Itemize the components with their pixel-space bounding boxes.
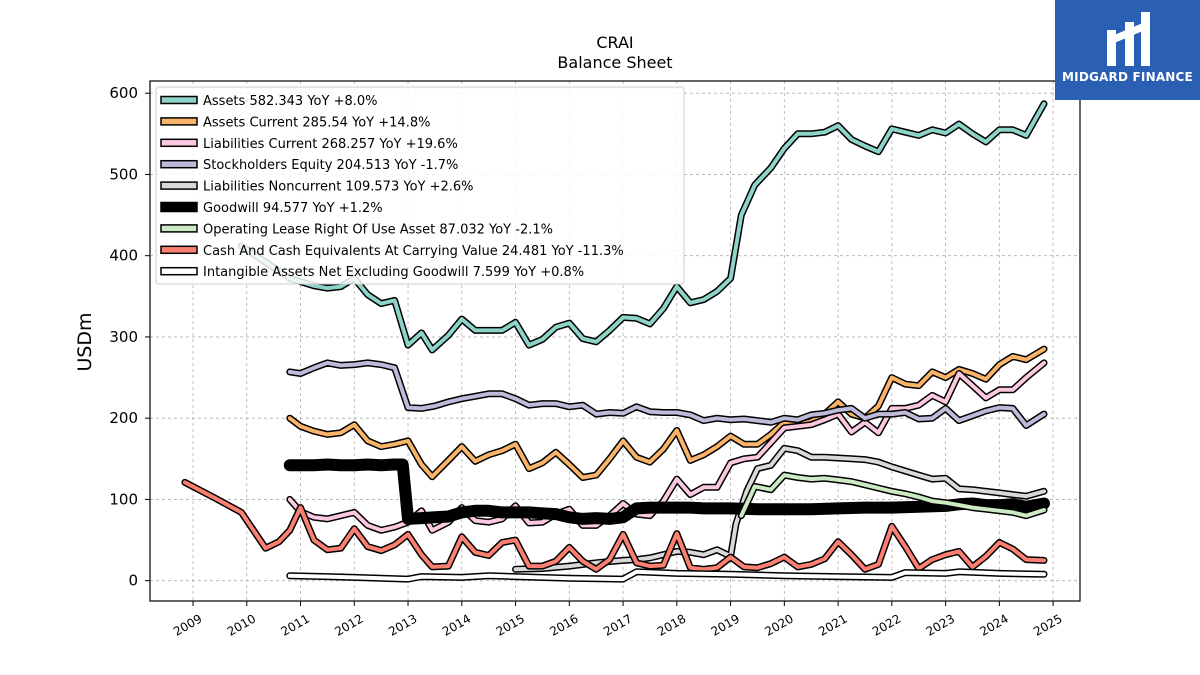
y-axis-ticks: 0 100 200 300 400 500 600 [109, 84, 150, 590]
x-tick-label: 2019 [709, 611, 742, 638]
series-line [287, 360, 1046, 428]
midgard-logo-icon [1107, 12, 1150, 66]
legend-entry: Assets 582.343 YoY +8.0% [203, 94, 378, 109]
plot-frame [149, 80, 1081, 602]
x-tick-label: 2021 [816, 611, 849, 638]
legend-swatch [160, 138, 198, 148]
series-line [287, 347, 1046, 480]
legend-swatch [160, 266, 198, 276]
series-assets-current [286, 345, 1048, 481]
x-tick-label: 2016 [547, 611, 580, 638]
x-axis-ticks: 2009 2010 2011 2012 2013 2014 2015 2016 2017 2018… [171, 601, 1065, 639]
series-liabilities-noncurrent [512, 444, 1048, 573]
legend-box [155, 86, 685, 285]
series-stockholders-equity [286, 359, 1048, 429]
legend-swatch [160, 95, 198, 105]
x-tick-label: 2024 [977, 611, 1010, 638]
x-tick-label: 2010 [225, 611, 258, 638]
y-tick-label: 200 [109, 409, 138, 427]
x-tick-label: 2015 [494, 611, 527, 638]
legend-entry: Assets Current 285.54 YoY +14.8% [203, 115, 430, 130]
series-line [513, 446, 1046, 572]
legend-entry: Cash And Cash Equivalents At Carrying Va… [203, 244, 624, 259]
legend-entry: Intangible Assets Net Excluding Goodwill… [203, 265, 584, 280]
x-tick-label: 2018 [655, 611, 688, 638]
y-tick-label: 300 [109, 328, 138, 346]
y-axis-label: USDm [74, 312, 96, 371]
x-tick-label: 2014 [440, 611, 473, 638]
x-tick-label: 2009 [171, 611, 204, 638]
y-tick-label: 100 [109, 490, 138, 508]
series-line [182, 480, 1046, 572]
x-tick-label: 2012 [332, 611, 365, 638]
chart-subtitle: Balance Sheet [557, 53, 672, 72]
y-tick-label: 400 [109, 247, 138, 265]
legend-swatch [160, 245, 198, 255]
series-goodwill [283, 458, 1050, 525]
legend-entry: Goodwill 94.577 YoY +1.2% [203, 201, 383, 216]
legend-entry: Liabilities Current 268.257 YoY +19.6% [203, 137, 458, 152]
series-lines [181, 100, 1050, 583]
y-tick-label: 500 [109, 165, 138, 183]
series-line [239, 101, 1046, 352]
series-line [285, 460, 1049, 524]
y-tick-label: 0 [128, 572, 138, 590]
series-intangible-assets-net-excluding-goodwill [286, 568, 1048, 583]
legend-entry: Operating Lease Right Of Use Asset 87.03… [203, 222, 553, 237]
legend-swatch [160, 201, 198, 213]
legend-swatch [160, 224, 198, 233]
series-line [287, 569, 1046, 582]
chart-title: CRAI [596, 33, 633, 52]
x-tick-label: 2017 [601, 611, 634, 638]
y-tick-label: 600 [109, 84, 138, 102]
legend-entry: Stockholders Equity 204.513 YoY -1.7% [203, 158, 458, 173]
x-tick-label: 2013 [386, 611, 419, 638]
midgard-finance-logo: MIDGARD FINANCE [1055, 0, 1200, 100]
logo-brand-text: MIDGARD FINANCE [1062, 70, 1193, 84]
legend-entry: Liabilities Noncurrent 109.573 YoY +2.6% [203, 180, 474, 195]
series-operating-lease-right-of-use-asset [737, 471, 1048, 520]
legend: Assets 582.343 YoY +8.0% Assets Current 2… [155, 86, 685, 285]
legend-swatch [160, 181, 198, 190]
legend-swatch [160, 117, 198, 126]
x-tick-label: 2011 [279, 611, 312, 638]
series-assets [237, 100, 1048, 354]
x-tick-label: 2020 [762, 611, 795, 638]
x-tick-label: 2023 [924, 611, 957, 638]
series-cash-and-cash-equivalents-at-carrying-value [181, 478, 1048, 573]
x-tick-label: 2025 [1031, 611, 1064, 638]
x-tick-label: 2022 [870, 611, 903, 638]
series-line [739, 473, 1046, 518]
legend-swatch [160, 159, 198, 169]
